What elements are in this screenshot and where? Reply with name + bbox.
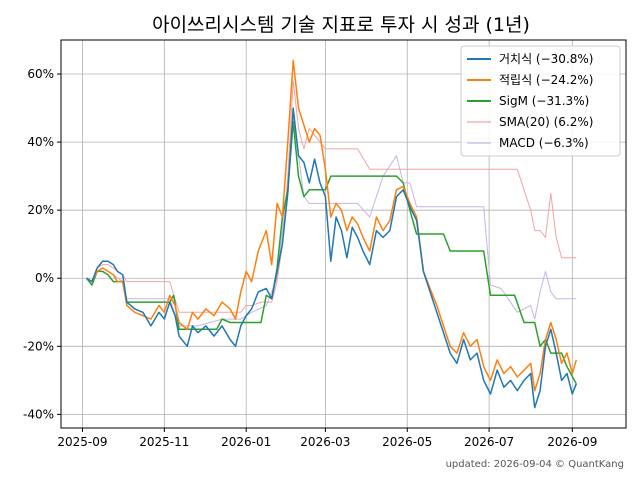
x-tick-label: 2026-07 <box>464 435 514 449</box>
legend-label: 적립식 (−24.2%) <box>499 73 593 87</box>
x-axis: 2025-09 2025-11 2026-01 2026-03 2026-05 2026-… <box>57 428 597 449</box>
footer-credit: updated: 2026-09-04 © QuantKang <box>446 459 624 470</box>
x-tick-label: 2026-05 <box>382 435 432 449</box>
series-layer <box>85 59 578 409</box>
y-tick-label: -20% <box>23 339 54 353</box>
legend-box <box>460 45 621 157</box>
x-tick-label: 2025-11 <box>139 435 189 449</box>
legend-label: SigM (−31.3%) <box>499 94 589 108</box>
legend-label: SMA(20) (6.2%) <box>499 115 593 129</box>
y-tick-label: -40% <box>23 407 54 421</box>
series-line-1 <box>86 59 578 392</box>
series-line-3 <box>86 80 577 313</box>
series-line-2 <box>85 120 577 385</box>
legend-label: MACD (−6.3%) <box>499 136 589 150</box>
grid-lines <box>61 40 626 428</box>
legend-label: 거치식 (−30.8%) <box>499 52 593 66</box>
y-axis: -40% -20% 0% 20% 40% 60% <box>23 67 61 421</box>
x-tick-label: 2026-01 <box>221 435 271 449</box>
series-line-0 <box>86 107 577 409</box>
y-tick-label: 20% <box>27 203 54 217</box>
legend: 거치식 (−30.8%) 적립식 (−24.2%) SigM (−31.3%) SMA… <box>460 45 621 157</box>
y-tick-label: 60% <box>27 67 54 81</box>
y-tick-label: 0% <box>35 271 54 285</box>
x-tick-label: 2026-09 <box>547 435 597 449</box>
y-tick-label: 40% <box>27 135 54 149</box>
x-tick-label: 2025-09 <box>57 435 107 449</box>
plot-frame <box>60 39 627 429</box>
chart-title: 아이쓰리시스템 기술 지표로 투자 시 성과 (1년) <box>152 14 530 36</box>
x-tick-label: 2026-03 <box>300 435 350 449</box>
